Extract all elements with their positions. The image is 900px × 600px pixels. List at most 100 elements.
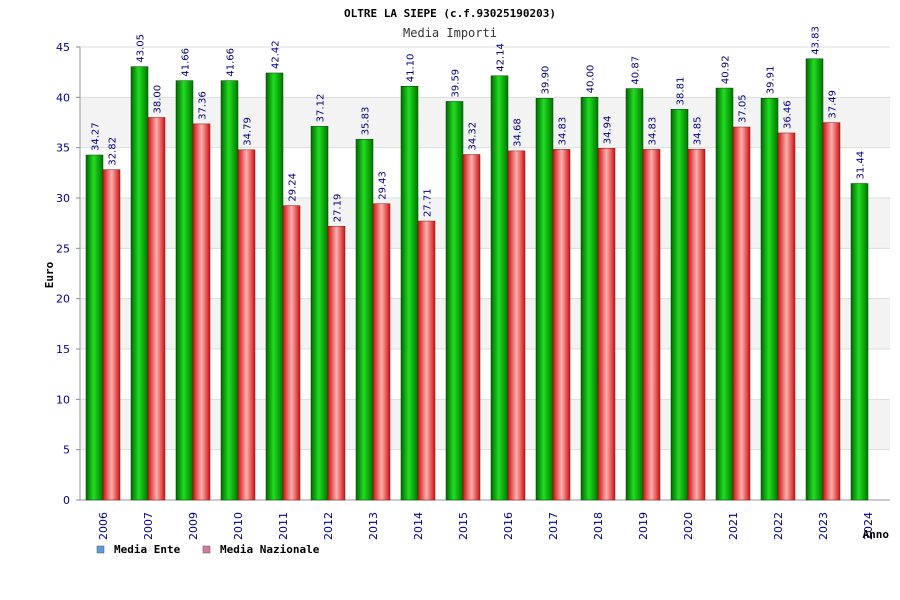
bar-media-nazionale bbox=[327, 226, 346, 501]
bar-media-ente bbox=[310, 126, 329, 501]
value-label-media-nazionale: 34.83 bbox=[558, 117, 569, 146]
y-tick-label: 20 bbox=[56, 293, 70, 306]
bar-media-ente bbox=[400, 86, 419, 501]
x-tick-label: 2016 bbox=[502, 512, 515, 540]
bar-media-ente bbox=[760, 97, 779, 501]
value-label-media-ente: 42.14 bbox=[496, 43, 507, 72]
value-label-media-ente: 34.27 bbox=[91, 122, 102, 151]
y-axis-label: Euro bbox=[43, 261, 56, 288]
bar-media-nazionale bbox=[822, 122, 841, 501]
grid-band bbox=[80, 147, 890, 198]
bar-media-nazionale bbox=[732, 126, 751, 501]
grid-band bbox=[80, 47, 890, 98]
x-tick-label: 2015 bbox=[457, 512, 470, 540]
x-tick-label: 2013 bbox=[367, 512, 380, 540]
x-axis-ticks: 2006 2007 2009 2010 2011 2012 2013 2014 2015 2016… bbox=[97, 512, 875, 540]
bar-media-nazionale bbox=[417, 220, 436, 501]
grid-bands bbox=[80, 46, 890, 501]
x-tick-label: 2023 bbox=[817, 512, 830, 540]
x-axis-label: Anno bbox=[863, 528, 890, 541]
x-tick-label: 2022 bbox=[772, 512, 785, 540]
y-axis-ticks: 0 5 10 15 20 25 30 35 40 45 bbox=[56, 41, 80, 507]
bar-media-ente bbox=[805, 58, 824, 501]
x-tick-label: 2020 bbox=[682, 512, 695, 540]
legend-label: Media Ente bbox=[114, 543, 181, 556]
grid-band bbox=[80, 349, 890, 400]
value-label-media-ente: 35.83 bbox=[361, 107, 372, 136]
value-label-media-ente: 31.44 bbox=[856, 151, 867, 180]
bar-media-nazionale bbox=[102, 169, 121, 501]
x-tick-label: 2019 bbox=[637, 512, 650, 540]
value-label-media-nazionale: 37.05 bbox=[738, 94, 749, 123]
y-tick-label: 0 bbox=[63, 494, 70, 507]
value-label-media-ente: 39.90 bbox=[541, 66, 552, 95]
bar-media-nazionale bbox=[642, 149, 661, 501]
y-tick-label: 35 bbox=[56, 142, 70, 155]
bar-media-nazionale bbox=[192, 123, 211, 501]
bars bbox=[85, 58, 869, 501]
legend-swatch bbox=[96, 545, 105, 554]
y-tick-label: 15 bbox=[56, 343, 70, 356]
grid-band bbox=[80, 248, 890, 299]
value-label-media-nazionale: 34.32 bbox=[468, 122, 479, 151]
bar-media-nazionale bbox=[687, 148, 706, 501]
value-label-media-nazionale: 34.83 bbox=[648, 117, 659, 146]
value-label-media-ente: 40.00 bbox=[586, 65, 597, 94]
grid-band bbox=[80, 97, 890, 148]
value-label-media-nazionale: 34.94 bbox=[603, 116, 614, 145]
y-tick-label: 45 bbox=[56, 41, 70, 54]
legend: Media Ente Media Nazionale bbox=[96, 543, 320, 556]
value-label-media-ente: 40.92 bbox=[721, 55, 732, 84]
x-tick-label: 2012 bbox=[322, 512, 335, 540]
bar-media-ente bbox=[850, 183, 869, 501]
bar-media-nazionale bbox=[777, 132, 796, 501]
bar-media-nazionale bbox=[282, 205, 301, 501]
x-tick-label: 2021 bbox=[727, 512, 740, 540]
grid-band bbox=[80, 449, 890, 500]
grid-band bbox=[80, 399, 890, 450]
bar-media-ente bbox=[670, 109, 689, 501]
x-tick-label: 2010 bbox=[232, 512, 245, 540]
bar-media-nazionale bbox=[372, 203, 391, 501]
x-tick-label: 2007 bbox=[142, 512, 155, 540]
y-tick-label: 25 bbox=[56, 242, 70, 255]
value-label-media-ente: 40.87 bbox=[631, 56, 642, 85]
value-label-media-nazionale: 38.00 bbox=[153, 85, 164, 114]
bar-media-ente bbox=[130, 66, 149, 501]
grid-band bbox=[80, 198, 890, 249]
bar-media-ente bbox=[715, 87, 734, 501]
value-label-media-nazionale: 29.24 bbox=[288, 173, 299, 202]
bar-media-ente bbox=[355, 139, 374, 501]
bar-media-ente bbox=[535, 98, 554, 501]
value-label-media-nazionale: 34.79 bbox=[243, 117, 254, 146]
value-label-media-ente: 38.81 bbox=[676, 77, 687, 106]
value-label-media-ente: 41.66 bbox=[181, 48, 192, 77]
y-tick-label: 30 bbox=[56, 192, 70, 205]
x-tick-label: 2006 bbox=[97, 512, 110, 540]
value-label-media-ente: 42.42 bbox=[271, 40, 282, 69]
value-label-media-nazionale: 36.46 bbox=[783, 100, 794, 129]
legend-swatch bbox=[202, 545, 211, 554]
value-label-media-nazionale: 27.19 bbox=[333, 194, 344, 223]
legend-label: Media Nazionale bbox=[220, 543, 320, 556]
y-tick-label: 40 bbox=[56, 91, 70, 104]
chart-subtitle: Media Importi bbox=[403, 26, 497, 40]
bar-media-ente bbox=[625, 88, 644, 501]
value-label-media-ente: 41.66 bbox=[226, 48, 237, 77]
bar-media-ente bbox=[85, 154, 104, 501]
x-tick-label: 2014 bbox=[412, 512, 425, 540]
bar-media-nazionale bbox=[237, 149, 256, 501]
value-label-media-ente: 43.83 bbox=[811, 26, 822, 55]
bar-media-nazionale bbox=[462, 154, 481, 501]
x-tick-label: 2009 bbox=[187, 512, 200, 540]
value-label-media-ente: 43.05 bbox=[136, 34, 147, 63]
value-label-media-nazionale: 37.36 bbox=[198, 91, 209, 120]
value-labels: 34.27 32.82 43.05 38.00 41.66 37.36 41.66 34.79… bbox=[91, 26, 867, 222]
value-label-media-nazionale: 29.43 bbox=[378, 171, 389, 200]
x-tick-label: 2018 bbox=[592, 512, 605, 540]
value-label-media-ente: 39.59 bbox=[451, 69, 462, 98]
value-label-media-ente: 39.91 bbox=[766, 66, 777, 95]
value-label-media-nazionale: 37.49 bbox=[828, 90, 839, 119]
chart-title: OLTRE LA SIEPE (c.f.93025190203) bbox=[344, 7, 556, 20]
